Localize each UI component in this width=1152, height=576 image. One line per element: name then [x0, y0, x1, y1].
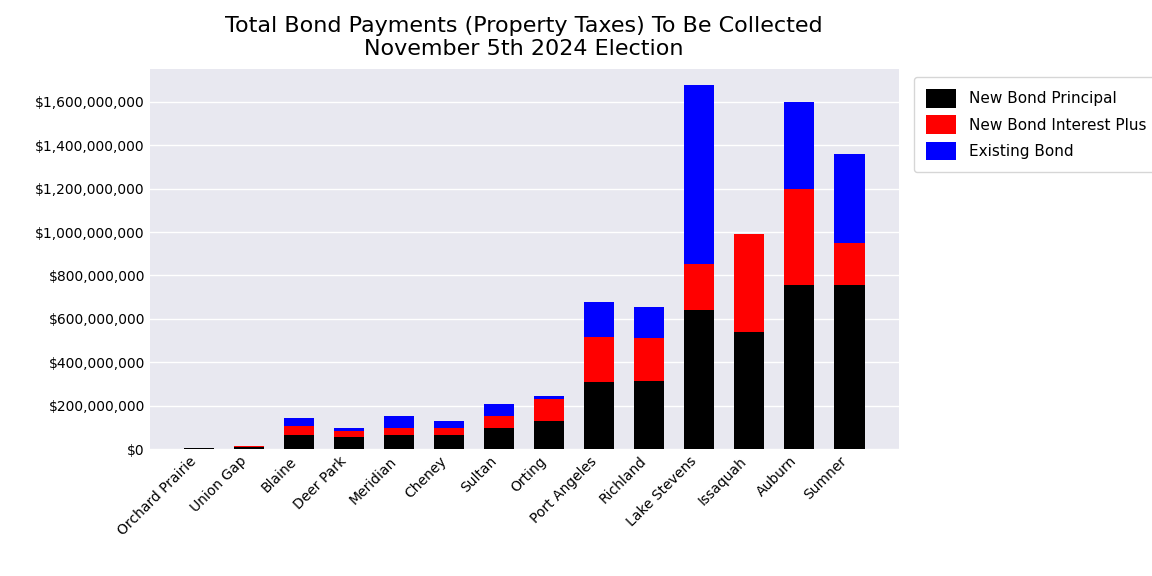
Bar	[834, 243, 864, 285]
Bar	[334, 431, 364, 437]
Bar	[384, 427, 414, 435]
Bar	[584, 302, 614, 338]
Bar	[584, 338, 614, 382]
Bar	[434, 421, 464, 427]
Bar	[283, 418, 314, 426]
Bar	[334, 437, 364, 449]
Bar	[283, 426, 314, 435]
Bar	[785, 285, 814, 449]
Title: Total Bond Payments (Property Taxes) To Be Collected
November 5th 2024 Election: Total Bond Payments (Property Taxes) To …	[226, 16, 823, 59]
Bar	[684, 264, 714, 310]
Bar	[484, 416, 514, 427]
Bar	[584, 382, 614, 449]
Bar	[184, 448, 214, 449]
Bar	[635, 339, 665, 381]
Bar	[834, 285, 864, 449]
Bar	[484, 404, 514, 416]
Bar	[684, 85, 714, 264]
Bar	[535, 399, 564, 421]
Bar	[734, 234, 765, 332]
Bar	[484, 427, 514, 449]
Bar	[834, 154, 864, 243]
Bar	[785, 188, 814, 285]
Bar	[234, 446, 264, 447]
Bar	[384, 435, 414, 449]
Bar	[684, 310, 714, 449]
Bar	[234, 447, 264, 449]
Bar	[734, 332, 765, 449]
Bar	[384, 416, 414, 427]
Legend: New Bond Principal, New Bond Interest Plus Fees, Existing Bond: New Bond Principal, New Bond Interest Pl…	[914, 77, 1152, 172]
Bar	[334, 427, 364, 431]
Bar	[434, 435, 464, 449]
Bar	[535, 396, 564, 399]
Bar	[535, 421, 564, 449]
Bar	[283, 435, 314, 449]
Bar	[434, 427, 464, 435]
Bar	[635, 381, 665, 449]
Bar	[785, 102, 814, 188]
Bar	[635, 307, 665, 339]
